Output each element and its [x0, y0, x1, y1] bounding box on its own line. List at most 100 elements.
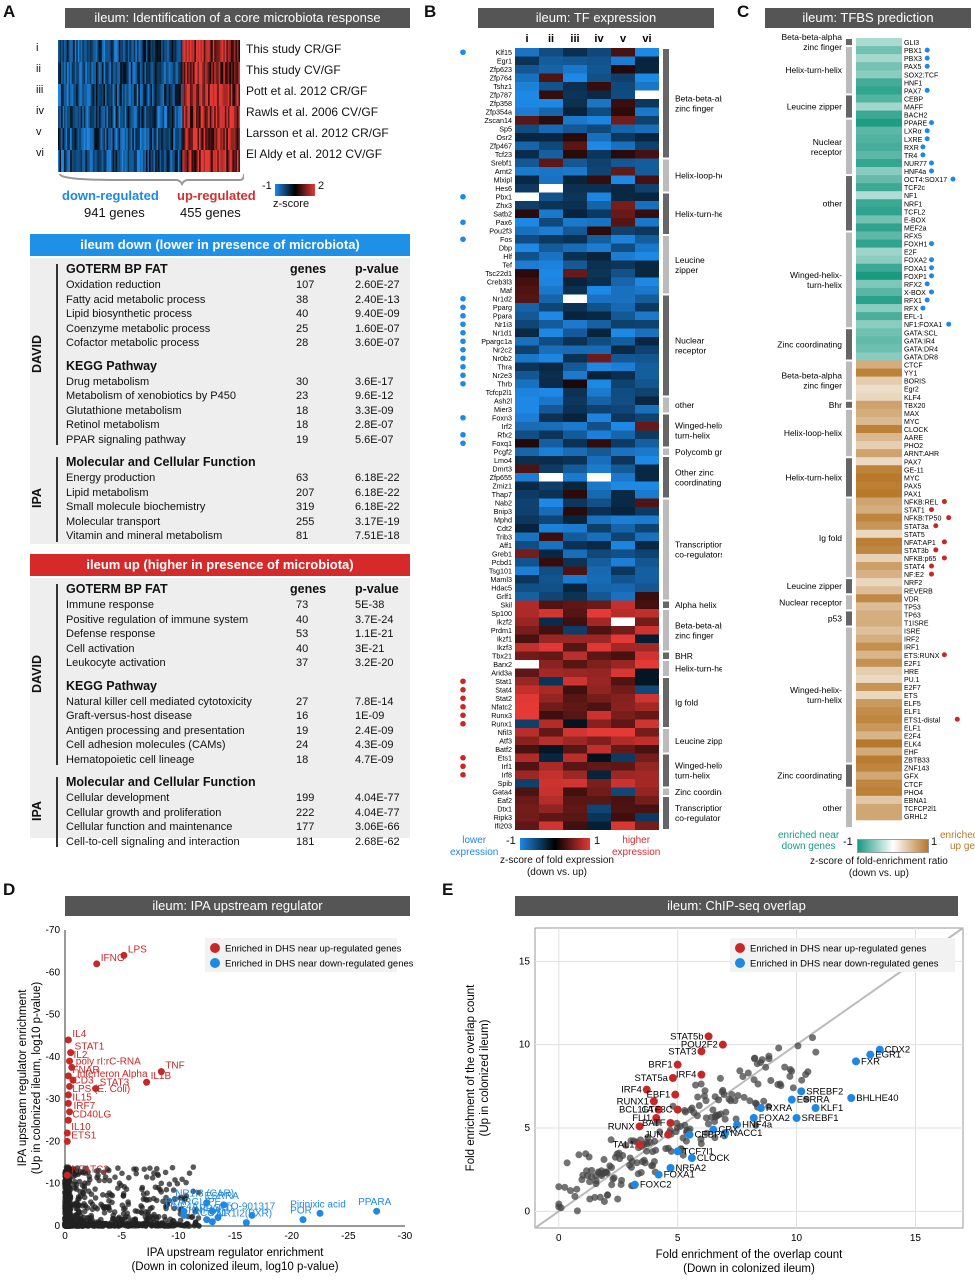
heatmap-cell	[83, 106, 86, 128]
tf-cell	[539, 464, 563, 474]
tf-cell	[635, 209, 659, 219]
heatmap-cell	[92, 84, 95, 106]
heatmap-cell	[138, 128, 141, 150]
p-value: 2.68E-62	[355, 835, 400, 848]
tf-cell	[515, 422, 539, 431]
background-point	[812, 1048, 820, 1056]
tf-cell	[539, 719, 563, 729]
gene-count: 37	[296, 657, 309, 669]
heatmap-cell	[165, 40, 168, 62]
tfbs-cell	[856, 803, 902, 813]
motif-label: ELF1	[904, 725, 921, 732]
tf-cell	[515, 813, 539, 822]
tfbs-cell	[856, 602, 902, 611]
tf-cell	[635, 524, 659, 533]
gene-label: Tsg101	[489, 567, 512, 576]
background-point	[96, 1222, 103, 1229]
tf-cell	[587, 388, 611, 397]
heatmap-cell	[70, 40, 72, 62]
tf-cell	[611, 736, 635, 746]
family-label: Transcriptional	[675, 540, 722, 550]
tf-cell	[563, 609, 587, 618]
row-numeral: v	[36, 126, 42, 138]
background-point	[650, 1158, 658, 1165]
legend-marker	[210, 943, 220, 953]
tf-cell	[515, 651, 539, 661]
tfbs-cell	[856, 481, 902, 490]
gene-label: Nr1d2	[492, 295, 512, 304]
tf-cell	[611, 311, 635, 321]
tfbs-cell	[856, 424, 902, 434]
tf-cell	[635, 439, 659, 448]
family-label: Nuclear	[813, 137, 842, 147]
heatmap-cell	[159, 84, 162, 106]
tf-expression-heatmap: i ii iii iv v vi Klf15 Egr1 Zfp623 Zfp764 Tshz1 Zfp…	[422, 30, 740, 831]
table-row: Immune response 73 5E-38	[66, 598, 406, 612]
heatmap-cell	[183, 84, 186, 106]
core-response-heatmap	[58, 40, 241, 172]
tf-cell	[515, 209, 539, 219]
tf-cell	[587, 192, 611, 202]
heatmap-cell	[124, 62, 127, 84]
heatmap-cell	[65, 150, 68, 172]
family-label: Nuclear receptor	[779, 597, 842, 607]
heatmap-cell	[58, 62, 60, 84]
family-bracket	[846, 361, 852, 400]
background-point	[141, 1166, 148, 1172]
tf-label: NACC1	[730, 1128, 762, 1139]
heatmap-cell	[191, 150, 194, 172]
background-point	[725, 1095, 733, 1103]
heatmap-cell	[67, 128, 69, 150]
background-point	[711, 1113, 719, 1121]
tf-cell	[563, 702, 587, 712]
tf-cell	[611, 167, 635, 176]
heatmap-cell	[70, 150, 72, 172]
motif-label: RFX	[904, 306, 918, 313]
p-value: 5E-38	[355, 599, 385, 611]
tf-cell	[587, 116, 611, 125]
heatmap-cell	[95, 84, 98, 106]
gene-label: Skil	[500, 601, 512, 610]
tf-cell	[515, 736, 539, 746]
heatmap-cell	[221, 106, 224, 128]
tf-cell	[635, 728, 659, 737]
background-point	[76, 1178, 83, 1185]
tf-cell	[587, 56, 611, 66]
tf-cell	[587, 821, 611, 831]
p-value: 6.18E-22	[355, 486, 400, 499]
heatmap-cell	[238, 150, 241, 172]
tf-cell	[611, 728, 635, 737]
heatmap-cell	[74, 150, 77, 172]
tf-cell	[539, 787, 563, 797]
tf-cell	[611, 532, 635, 542]
heatmap-cell	[206, 106, 209, 128]
tfbs-cell	[856, 287, 902, 297]
heatmap-cell	[98, 40, 101, 62]
tf-cell	[539, 668, 563, 678]
tf-cell	[563, 600, 587, 610]
tf-cell	[515, 116, 539, 125]
tf-cell	[563, 515, 587, 525]
background-point	[586, 1195, 594, 1203]
tf-cell	[611, 481, 635, 491]
motif-label: PAX1	[904, 492, 921, 499]
tf-cell	[587, 65, 611, 74]
heatmap-cell	[232, 84, 235, 106]
motif-dot	[929, 265, 934, 271]
tfbs-cell	[856, 594, 902, 603]
gene-label: Barx2	[493, 660, 512, 669]
tf-cell	[587, 320, 611, 329]
heatmap-cell	[155, 128, 157, 150]
heatmap-cell	[108, 150, 110, 172]
heatmap-cell	[105, 150, 107, 172]
background-point	[702, 1114, 710, 1122]
family-label: turn-helix	[807, 695, 843, 705]
section-title: GOTERM BP FAT	[66, 582, 168, 596]
motif-dot	[924, 55, 930, 61]
term-name: Natural killer cell mediated cytotoxicit…	[66, 695, 252, 708]
heatmap-cell	[144, 128, 147, 150]
tf-cell	[515, 107, 539, 117]
tf-cell	[563, 498, 587, 508]
heatmap-cell	[199, 150, 201, 172]
panel-c-title: ileum: TFBS prediction	[765, 8, 971, 28]
